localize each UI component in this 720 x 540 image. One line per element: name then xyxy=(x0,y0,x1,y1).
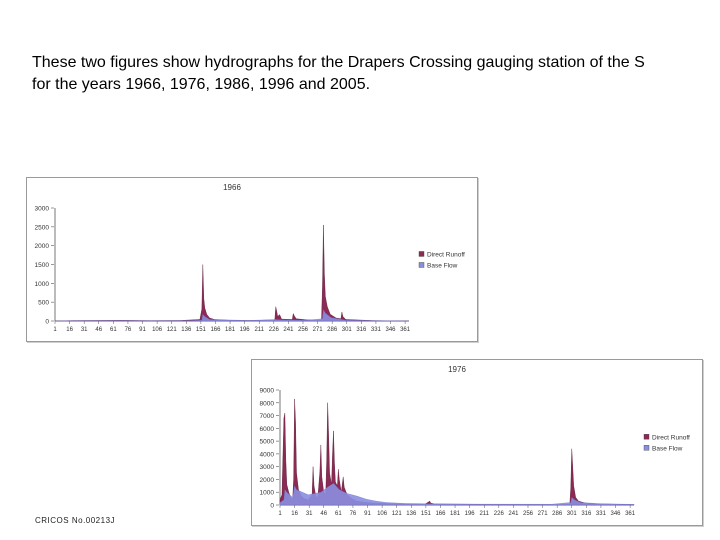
x-tick-label: 316 xyxy=(356,327,367,333)
legend-swatch xyxy=(643,445,650,451)
y-tick-label: 9000 xyxy=(260,388,275,395)
x-tick-label: 46 xyxy=(320,511,327,517)
x-tick-label: 181 xyxy=(450,511,461,517)
y-tick-label: 4000 xyxy=(260,451,275,458)
y-tick-label: 2500 xyxy=(35,224,50,231)
y-tick-label: 5000 xyxy=(260,439,275,446)
legend-label: Base Flow xyxy=(652,445,683,452)
x-tick-label: 181 xyxy=(225,327,236,333)
legend-label: Direct Runoff xyxy=(427,251,465,258)
x-tick-label: 286 xyxy=(552,511,563,517)
slide-heading: These two figures show hydrographs for t… xyxy=(32,52,720,96)
x-tick-label: 256 xyxy=(523,511,534,517)
x-tick-label: 16 xyxy=(66,327,73,333)
y-tick-label: 7000 xyxy=(260,413,275,420)
x-tick-label: 31 xyxy=(81,327,88,333)
chart-svg: 1976 9000 8000 7000 6000 5000 4000 3000 2000 1000… xyxy=(260,365,690,517)
x-tick-label: 241 xyxy=(283,327,294,333)
y-tick-label: 0 xyxy=(45,319,49,326)
x-tick-label: 76 xyxy=(125,327,132,333)
x-tick-label: 301 xyxy=(567,511,578,517)
cricos-footer: CRICOS No.00213J xyxy=(35,516,116,525)
x-tick-label: 346 xyxy=(386,327,397,333)
legend-label: Base Flow xyxy=(427,262,458,269)
x-tick-label: 361 xyxy=(400,327,411,333)
x-tick-label: 91 xyxy=(364,511,371,517)
x-tick-label: 61 xyxy=(110,327,117,333)
x-tick-label: 241 xyxy=(508,511,519,517)
x-tick-label: 1 xyxy=(278,511,282,517)
x-tick-label: 346 xyxy=(611,511,622,517)
y-tick-label: 1000 xyxy=(260,490,275,497)
x-tick-label: 61 xyxy=(335,511,342,517)
series-direct-runoff-area xyxy=(54,224,410,322)
x-tick-label: 331 xyxy=(596,511,607,517)
x-tick-label: 361 xyxy=(625,511,636,517)
x-tick-label: 151 xyxy=(421,511,432,517)
series-base-flow-area xyxy=(54,309,410,322)
x-tick-label: 1 xyxy=(53,327,57,333)
heading-line-1: These two figures show hydrographs for t… xyxy=(32,54,645,71)
y-tick-label: 0 xyxy=(270,503,274,510)
y-tick-label: 2000 xyxy=(35,243,50,250)
x-tick-label: 151 xyxy=(196,327,207,333)
x-tick-label: 106 xyxy=(377,511,388,517)
x-tick-label: 106 xyxy=(152,327,163,333)
x-tick-label: 286 xyxy=(327,327,338,333)
legend-label: Direct Runoff xyxy=(652,434,690,441)
x-tick-label: 136 xyxy=(406,511,417,517)
y-tick-label: 8000 xyxy=(260,400,275,407)
x-tick-label: 76 xyxy=(350,511,357,517)
x-tick-label: 136 xyxy=(181,327,192,333)
chart-svg: 1966 3000 2500 2000 1500 1000 500 01 16 31 46 61 76 9… xyxy=(35,183,465,333)
series-base-flow-area xyxy=(279,483,635,506)
x-tick-label: 196 xyxy=(465,511,476,517)
x-tick-label: 46 xyxy=(95,327,102,333)
x-tick-label: 121 xyxy=(392,511,403,517)
x-tick-label: 331 xyxy=(371,327,382,333)
heading-line-2: for the years 1966, 1976, 1986, 1996 and… xyxy=(32,76,371,93)
x-tick-label: 211 xyxy=(479,511,489,517)
y-tick-label: 1500 xyxy=(35,262,50,269)
x-tick-label: 16 xyxy=(291,511,298,517)
y-tick-label: 2000 xyxy=(260,477,275,484)
x-tick-label: 226 xyxy=(269,327,280,333)
y-tick-label: 6000 xyxy=(260,426,275,433)
x-tick-label: 91 xyxy=(139,327,146,333)
legend-swatch xyxy=(418,262,425,268)
chart-title: 1966 xyxy=(223,183,241,192)
x-tick-label: 211 xyxy=(254,327,264,333)
x-tick-label: 256 xyxy=(298,327,309,333)
x-tick-label: 166 xyxy=(435,511,446,517)
x-tick-label: 316 xyxy=(581,511,592,517)
x-tick-label: 271 xyxy=(313,327,324,333)
hydrograph-chart-1966: 1966 3000 2500 2000 1500 1000 500 0 1 16 31 46 61 76 9… xyxy=(26,177,478,342)
chart-title: 1976 xyxy=(448,365,466,374)
x-tick-label: 271 xyxy=(538,511,549,517)
y-tick-label: 1000 xyxy=(35,281,50,288)
x-tick-label: 166 xyxy=(210,327,221,333)
x-tick-label: 226 xyxy=(494,511,505,517)
y-tick-label: 3000 xyxy=(260,464,275,471)
legend-swatch xyxy=(643,434,650,440)
hydrograph-chart-1976: 1976 9000 8000 7000 6000 5000 4000 3000 2000 1000… xyxy=(251,359,703,526)
x-tick-label: 121 xyxy=(167,327,178,333)
y-tick-label: 500 xyxy=(38,300,49,307)
y-tick-label: 3000 xyxy=(35,206,50,213)
x-tick-label: 301 xyxy=(342,327,353,333)
x-tick-label: 31 xyxy=(306,511,313,517)
x-tick-label: 196 xyxy=(240,327,251,333)
legend-swatch xyxy=(418,251,425,257)
